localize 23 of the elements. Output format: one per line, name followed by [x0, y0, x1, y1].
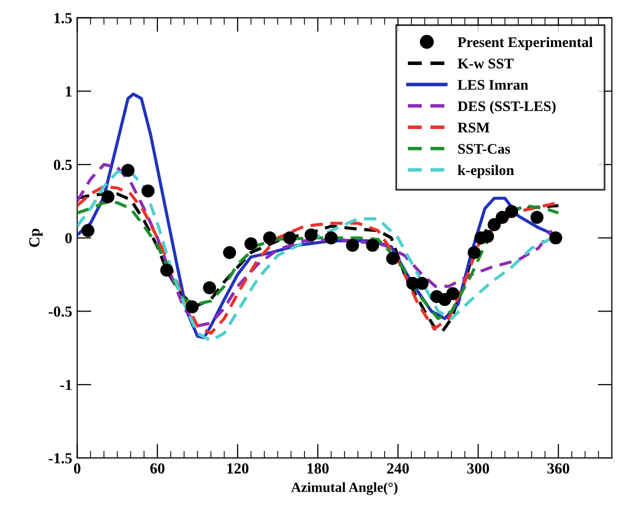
- x-tick-label: 180: [308, 463, 329, 474]
- legend-label: Present Experimental: [458, 36, 593, 50]
- legend-label: DES (SST-LES): [458, 100, 556, 114]
- y-tick-label: 1.5: [54, 13, 72, 24]
- y-tick-label: -1.5: [48, 453, 72, 464]
- legend-label: k-epsilon: [458, 164, 514, 178]
- y-tick-label: 0: [65, 233, 72, 244]
- legend-label: K-w SST: [458, 58, 514, 68]
- y-tick-label: -0.5: [48, 306, 72, 317]
- x-tick-label: 360: [547, 463, 570, 474]
- legend-label: SST-Cas: [458, 144, 510, 154]
- y-tick-label: 1: [66, 86, 72, 96]
- x-axis-title: Azimutal Angle(°): [291, 482, 398, 495]
- x-tick-label: 240: [387, 463, 409, 474]
- y-tick-label: -1: [60, 380, 72, 390]
- x-tick-label: 0: [74, 463, 80, 474]
- legend-label: LES Imran: [458, 80, 528, 90]
- x-tick-label: 300: [467, 463, 490, 474]
- legend-label: RSM: [458, 122, 490, 132]
- x-tick-label: 60: [150, 463, 164, 474]
- x-tick-label: 120: [227, 463, 248, 474]
- y-tick-label: 0.5: [54, 160, 72, 170]
- y-axis-title: Cp: [29, 228, 43, 247]
